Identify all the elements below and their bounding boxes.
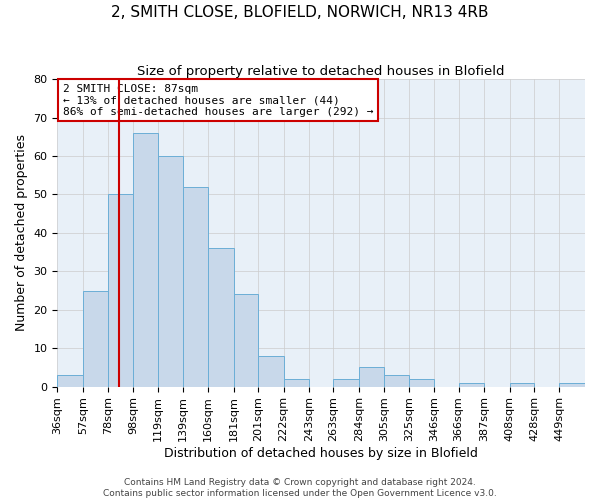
Bar	[58, 375, 83, 386]
Title: Size of property relative to detached houses in Blofield: Size of property relative to detached ho…	[137, 65, 505, 78]
Bar	[458, 383, 484, 386]
Text: Contains HM Land Registry data © Crown copyright and database right 2024.
Contai: Contains HM Land Registry data © Crown c…	[103, 478, 497, 498]
Bar	[182, 187, 208, 386]
Text: 2, SMITH CLOSE, BLOFIELD, NORWICH, NR13 4RB: 2, SMITH CLOSE, BLOFIELD, NORWICH, NR13 …	[111, 5, 489, 20]
Text: 2 SMITH CLOSE: 87sqm
← 13% of detached houses are smaller (44)
86% of semi-detac: 2 SMITH CLOSE: 87sqm ← 13% of detached h…	[62, 84, 373, 117]
Bar	[559, 383, 585, 386]
Bar	[208, 248, 233, 386]
Bar	[359, 368, 385, 386]
Bar	[409, 379, 434, 386]
X-axis label: Distribution of detached houses by size in Blofield: Distribution of detached houses by size …	[164, 447, 478, 460]
Y-axis label: Number of detached properties: Number of detached properties	[15, 134, 28, 332]
Bar	[334, 379, 359, 386]
Bar	[158, 156, 182, 386]
Bar	[133, 133, 158, 386]
Bar	[284, 379, 309, 386]
Bar	[233, 294, 258, 386]
Bar	[83, 290, 109, 386]
Bar	[509, 383, 534, 386]
Bar	[258, 356, 284, 386]
Bar	[109, 194, 133, 386]
Bar	[385, 375, 409, 386]
